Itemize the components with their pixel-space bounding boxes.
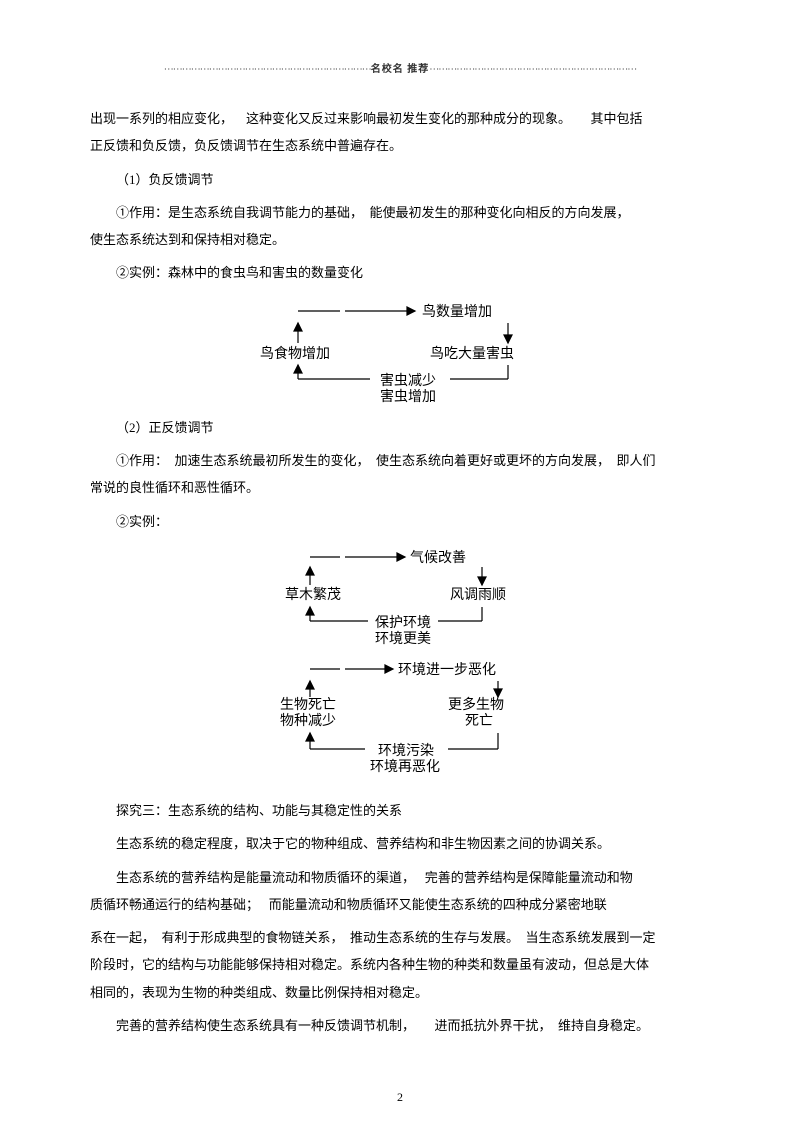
para-12: 完善的营养结构使生态系统具有一种反馈调节机制， 进而抵抗外界干扰， 维持自身稳定… (90, 1012, 710, 1039)
page-header: ⋯⋯⋯⋯⋯⋯⋯⋯⋯⋯⋯⋯⋯⋯⋯⋯⋯⋯⋯⋯⋯⋯⋯名校名 推荐⋯⋯⋯⋯⋯⋯⋯⋯⋯⋯⋯… (90, 60, 710, 75)
header-title: 名校名 推荐 (371, 64, 430, 75)
d2-r2b: 死亡 (465, 713, 493, 729)
d2-l2b: 物种减少 (280, 713, 336, 729)
text: 而能量流动和物质循环又能使生态系统的四种成分紧密地联 (269, 897, 607, 912)
para-10: 生态系统的营养结构是能量流动和物质循环的渠道， 完善的营养结构是保障能量流动和物… (90, 864, 710, 919)
text: 常说的良性循环和恶性循环。 (90, 480, 259, 495)
text: 加速生态系统最初所发生的变化， (175, 453, 370, 468)
header-dots-right: ⋯⋯⋯⋯⋯⋯⋯⋯⋯⋯⋯⋯⋯⋯⋯⋯⋯⋯⋯⋯⋯⋯⋯ (429, 64, 636, 75)
text: 即人们 (617, 453, 656, 468)
d1-top: 鸟数量增加 (422, 304, 492, 320)
d2-b2b: 环境再恶化 (370, 759, 440, 775)
text: 出现一系列的相应变化， (90, 111, 233, 126)
diagram-2-svg: 气候改善 草木繁茂 风调雨顺 保护环境 环境更美 环境进一步恶化 生物死亡 物种… (250, 541, 550, 791)
text: 相同的，表现为生物的种类组成、数量比例保持相对稳定。 (90, 985, 428, 1000)
diagram-1-svg: 鸟数量增加 鸟吃大量害虫 鸟食物增加 害虫减少 害虫增加 (250, 293, 550, 408)
text: 正反馈和负反馈，负反馈调节在生态系统中普遍存在。 (90, 138, 402, 153)
text: 这种变化又反过来影响最初发生变化的那种成分的现象。 (246, 111, 571, 126)
d1-left: 鸟食物增加 (260, 345, 330, 362)
d2-b2a: 环境污染 (378, 743, 434, 759)
para-5: （2）正反馈调节 (90, 414, 710, 441)
d2-top2: 环境进一步恶化 (398, 662, 496, 678)
d1-right: 鸟吃大量害虫 (430, 346, 514, 362)
page-root: ⋯⋯⋯⋯⋯⋯⋯⋯⋯⋯⋯⋯⋯⋯⋯⋯⋯⋯⋯⋯⋯⋯⋯名校名 推荐⋯⋯⋯⋯⋯⋯⋯⋯⋯⋯⋯… (0, 0, 800, 1133)
text: 使生态系统向着更好或更坏的方向发展， (376, 453, 610, 468)
text: 进而抵抗外界干扰， (435, 1018, 552, 1033)
diagram-2: 气候改善 草木繁茂 风调雨顺 保护环境 环境更美 环境进一步恶化 生物死亡 物种… (90, 541, 710, 791)
d2-b1a: 保护环境 (375, 615, 431, 631)
text: 使生态系统达到和保持相对稳定。 (90, 232, 285, 247)
para-2: （1）负反馈调节 (90, 166, 710, 193)
text: 能使最初发生的那种变化向相反的方向发展， (370, 205, 630, 220)
text: 阶段时，它的结构与功能能够保持相对稳定。系统内各种生物的种类和数量虽有波动，但总… (90, 957, 649, 972)
d2-l2a: 生物死亡 (280, 697, 336, 713)
text: 系在一起， (90, 930, 155, 945)
para-4: ②实例：森林中的食虫鸟和害虫的数量变化 (90, 259, 710, 286)
para-7: ②实例： (90, 508, 710, 535)
text: 其中包括 (591, 111, 643, 126)
text: 生态系统的营养结构是能量流动和物质循环的渠道， (116, 870, 415, 885)
text: 质循环畅通运行的结构基础； (90, 897, 259, 912)
text: ①作用： (116, 453, 168, 468)
para-11: 系在一起， 有利于形成典型的食物链关系， 推动生态系统的生存与发展。 当生态系统… (90, 924, 710, 1006)
text: 完善的营养结构是保障能量流动和物 (425, 870, 633, 885)
diagram-1: 鸟数量增加 鸟吃大量害虫 鸟食物增加 害虫减少 害虫增加 (90, 293, 710, 408)
d1-bottom2: 害虫增加 (380, 389, 436, 405)
d2-left1: 草木繁茂 (285, 586, 341, 603)
text: ①作用：是生态系统自我调节能力的基础， (116, 205, 363, 220)
text: 推动生态系统的生存与发展。 (350, 930, 519, 945)
para-1: 出现一系列的相应变化， 这种变化又反过来影响最初发生变化的那种成分的现象。 其中… (90, 105, 710, 160)
para-3: ①作用：是生态系统自我调节能力的基础， 能使最初发生的那种变化向相反的方向发展，… (90, 199, 710, 254)
para-8: 探究三：生态系统的结构、功能与其稳定性的关系 (90, 797, 710, 824)
page-number: 2 (0, 1090, 800, 1105)
para-6: ①作用： 加速生态系统最初所发生的变化， 使生态系统向着更好或更坏的方向发展， … (90, 447, 710, 502)
header-dots-left: ⋯⋯⋯⋯⋯⋯⋯⋯⋯⋯⋯⋯⋯⋯⋯⋯⋯⋯⋯⋯⋯⋯⋯ (164, 64, 371, 75)
text: 有利于形成典型的食物链关系， (162, 930, 344, 945)
text: 维持自身稳定。 (558, 1018, 649, 1033)
d2-r2a: 更多生物 (448, 696, 504, 713)
text: 当生态系统发展到一定 (526, 930, 656, 945)
d2-top1: 气候改善 (410, 550, 466, 566)
text: 完善的营养结构使生态系统具有一种反馈调节机制， (116, 1018, 415, 1033)
d1-bottom1: 害虫减少 (380, 373, 436, 389)
d2-right1: 风调雨顺 (450, 587, 506, 603)
d2-b1b: 环境更美 (375, 631, 431, 647)
para-9: 生态系统的稳定程度，取决于它的物种组成、营养结构和非生物因素之间的协调关系。 (90, 830, 710, 857)
